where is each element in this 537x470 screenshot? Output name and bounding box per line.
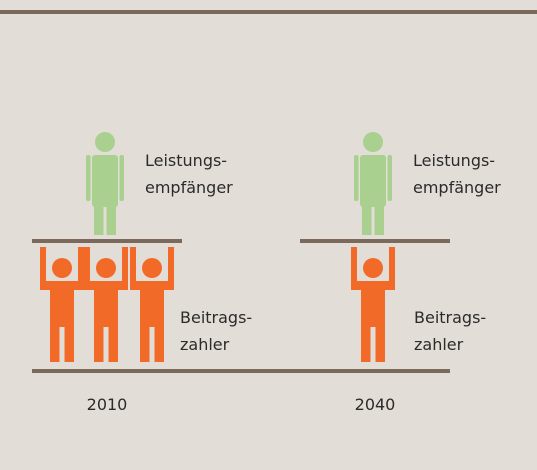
contributor-label: zahler: [180, 335, 230, 354]
infographic: Leistungs- empfänger Leistungs- empfänge…: [0, 0, 537, 470]
contributor-label: Beitrags-: [414, 308, 486, 327]
background: [0, 0, 537, 470]
contributor-label: zahler: [414, 335, 464, 354]
recipient-label: empfänger: [145, 178, 233, 197]
year-label: 2010: [87, 395, 128, 414]
top-rule: [0, 10, 537, 14]
platform: [300, 239, 450, 243]
recipient-label: empfänger: [413, 178, 501, 197]
floor: [32, 369, 450, 373]
contributor-label: Beitrags-: [180, 308, 252, 327]
recipient-label: Leistungs-: [413, 151, 495, 170]
year-label: 2040: [355, 395, 396, 414]
page: Leistungs- empfänger Leistungs- empfänge…: [0, 0, 537, 470]
recipient-label: Leistungs-: [145, 151, 227, 170]
platform: [32, 239, 182, 243]
